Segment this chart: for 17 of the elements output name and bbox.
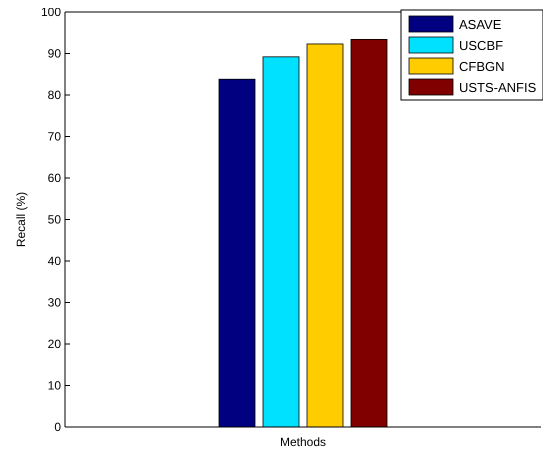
y-tick-label: 40 <box>48 254 62 268</box>
legend-label: CFBGN <box>459 59 504 74</box>
y-tick-label: 90 <box>48 46 62 61</box>
y-tick-label: 60 <box>48 171 62 186</box>
x-axis-title: Methods <box>280 435 326 449</box>
y-tick-label: 30 <box>48 296 62 310</box>
y-tick-label: 10 <box>48 378 62 393</box>
y-tick-label: 20 <box>48 337 62 352</box>
y-axis-title: Recall (%) <box>14 192 28 248</box>
y-tick-label: 50 <box>48 212 62 227</box>
y-tick-label: 0 <box>54 420 62 434</box>
legend-label: ASAVE <box>459 17 502 32</box>
y-tick-label: 70 <box>48 130 62 144</box>
y-tick-label: 100 <box>40 5 62 20</box>
y-tick-label: 80 <box>48 88 62 102</box>
legend-label: USCBF <box>459 38 504 53</box>
legend-label: USTS-ANFIS <box>459 80 537 95</box>
